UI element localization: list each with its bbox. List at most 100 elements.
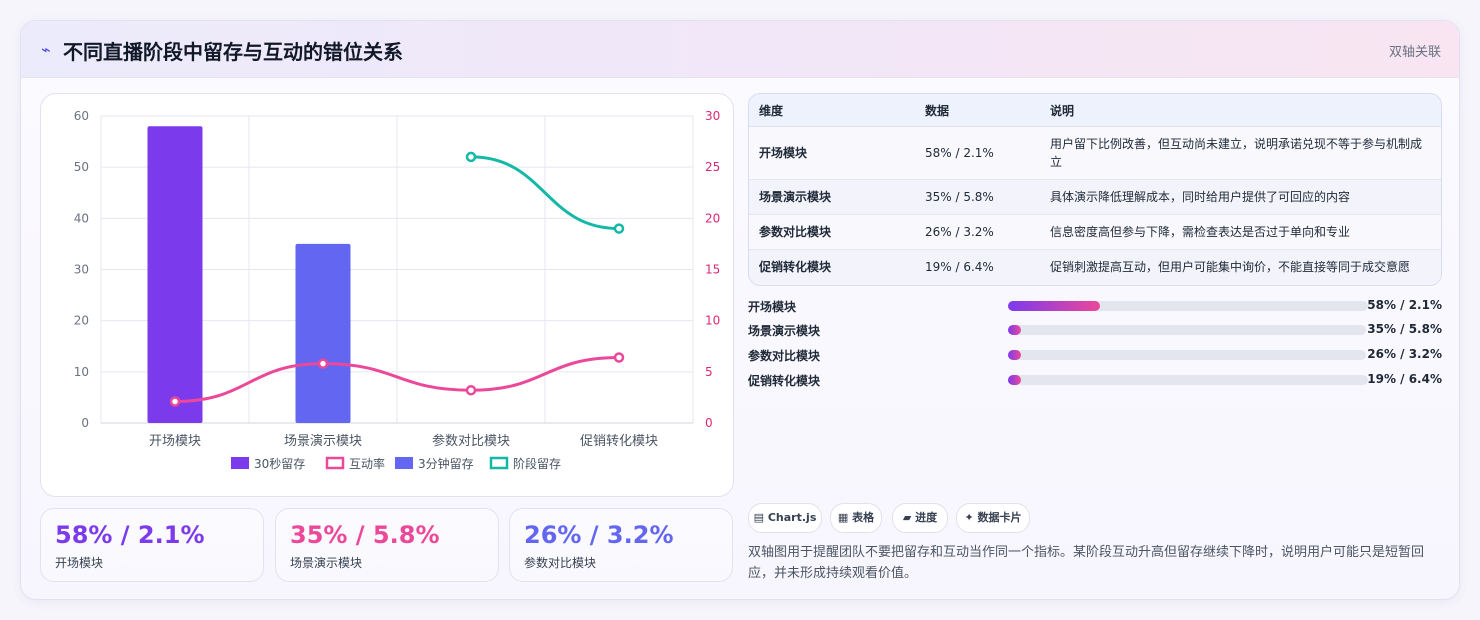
y-right-tick: 25 — [705, 160, 720, 174]
sparkle-icon: ✦ — [964, 511, 974, 524]
cell-desc: 信息密度高但参与下降，需检查表达是否过于单向和专业 — [1040, 214, 1441, 250]
progress-value: 35% / 5.8% — [1367, 322, 1442, 336]
line-阶段留存 — [470, 155, 620, 231]
column-header: 维度 — [749, 94, 915, 127]
trend-icon: ⌁ — [41, 40, 51, 59]
progress-track — [1008, 325, 1366, 335]
progress-value: 19% / 6.4% — [1367, 372, 1442, 386]
legend-label: 阶段留存 — [513, 456, 561, 471]
column-header: 数据 — [915, 94, 1040, 127]
point-阶段留存 — [465, 151, 477, 163]
legend-label: 互动率 — [349, 456, 385, 471]
stat-card-2: 35% / 5.8% 场景演示模块 — [275, 508, 499, 582]
y-left-tick: 50 — [74, 160, 89, 174]
progress-fill — [1008, 325, 1021, 335]
progress-label: 促销转化模块 — [748, 374, 821, 388]
progress-value: 26% / 3.2% — [1367, 347, 1442, 361]
y-right-tick: 5 — [705, 365, 713, 379]
y-right-tick: 30 — [705, 109, 720, 123]
stat-value: 35% / 5.8% — [290, 521, 440, 549]
card-title: 不同直播阶段中留存与互动的错位关系 — [63, 40, 403, 64]
table-header-row: 维度 数据 说明 — [749, 94, 1441, 127]
progress-fill — [1008, 301, 1100, 311]
point-互动率 — [317, 358, 329, 369]
y-left-tick: 10 — [74, 365, 89, 379]
x-tick-label: 场景演示模块 — [284, 433, 362, 449]
progress-label: 场景演示模块 — [748, 324, 821, 338]
cell-dim: 促销转化模块 — [749, 249, 915, 285]
chart-note: 双轴图用于提醒团队不要把留存和互动当作同一个指标。某阶段互动升高但留存继续下降时… — [748, 545, 1425, 581]
cell-dim: 场景演示模块 — [749, 179, 915, 215]
y-right-tick: 0 — [705, 416, 713, 430]
stat-label: 开场模块 — [55, 556, 104, 570]
progress-icon: ▰ — [902, 511, 912, 524]
cell-data: 35% / 5.8% — [915, 179, 1040, 215]
stat-card-3: 26% / 3.2% 参数对比模块 — [509, 508, 733, 582]
y-left-tick: 30 — [74, 263, 89, 277]
stat-label: 参数对比模块 — [524, 556, 597, 570]
progress-label: 开场模块 — [748, 300, 797, 314]
progress-label: 参数对比模块 — [748, 349, 821, 363]
point-互动率 — [465, 385, 477, 396]
stat-label: 场景演示模块 — [290, 556, 363, 570]
legend-swatch — [325, 456, 345, 470]
y-right-tick: 20 — [705, 211, 720, 225]
legend-swatch — [395, 457, 413, 469]
progress-row: 场景演示模块 35% / 5.8% — [748, 320, 1442, 340]
cell-dim: 开场模块 — [749, 126, 915, 180]
legend-label: 3分钟留存 — [418, 456, 474, 471]
x-tick-label: 参数对比模块 — [432, 433, 510, 449]
chart-icon: ▤ — [753, 511, 765, 524]
legend-swatch — [231, 457, 249, 469]
progress-row: 促销转化模块 19% / 6.4% — [748, 370, 1442, 390]
cell-dim: 参数对比模块 — [749, 214, 915, 250]
progress-fill — [1008, 375, 1021, 385]
table-row: 开场模块 58% / 2.1% 用户留下比例改善，但互动尚未建立，说明承诺兑现不… — [749, 126, 1441, 180]
cell-data: 26% / 3.2% — [915, 214, 1040, 250]
table-icon: ▦ — [837, 511, 849, 524]
chip-data-card[interactable]: ✦ 数据卡片 — [956, 503, 1030, 533]
stat-value: 58% / 2.1% — [55, 521, 205, 549]
dashboard-card: ⌁ 不同直播阶段中留存与互动的错位关系 双轴关联 0 10 20 30 40 50 60 0 5… — [20, 20, 1460, 600]
y-left-tick: 60 — [74, 109, 89, 123]
chip-label: 表格 — [852, 511, 875, 524]
card-header: ⌁ 不同直播阶段中留存与互动的错位关系 双轴关联 — [21, 21, 1459, 78]
cell-data: 19% / 6.4% — [915, 249, 1040, 285]
progress-track — [1008, 350, 1366, 360]
cell-desc: 用户留下比例改善，但互动尚未建立，说明承诺兑现不等于参与机制成立 — [1040, 126, 1441, 180]
line-互动率 — [174, 356, 620, 404]
progress-value: 58% / 2.1% — [1367, 298, 1442, 312]
chip-label: Chart.js — [767, 511, 817, 524]
stat-card-1: 58% / 2.1% 开场模块 — [40, 508, 264, 582]
stat-value: 26% / 3.2% — [524, 521, 674, 549]
table-row: 参数对比模块 26% / 3.2% 信息密度高但参与下降，需检查表达是否过于单向… — [749, 214, 1441, 250]
x-tick-label: 促销转化模块 — [580, 434, 658, 449]
chart-svg: 0 10 20 30 40 50 60 0 5 10 15 20 25 30 开场模块 场景演示模块 参数对比模… — [74, 109, 721, 471]
y-left-tick: 0 — [81, 416, 89, 430]
chip-progress[interactable]: ▰ 进度 — [892, 503, 948, 533]
progress-fill — [1008, 350, 1021, 360]
progress-row: 开场模块 58% / 2.1% — [748, 296, 1442, 316]
cell-desc: 促销刺激提高互动，但用户可能集中询价，不能直接等同于成交意愿 — [1040, 249, 1441, 285]
legend-swatch — [489, 456, 509, 470]
point-互动率 — [169, 396, 181, 407]
table-row: 场景演示模块 35% / 5.8% 具体演示降低理解成本，同时给用户提供了可回应… — [749, 179, 1441, 215]
chip-table[interactable]: ▦ 表格 — [830, 503, 882, 533]
dual-axis-chart: 0 10 20 30 40 50 60 0 5 10 15 20 25 30 开场模块 场景演示模块 参数对比模… — [40, 93, 734, 497]
progress-track — [1008, 301, 1368, 311]
cell-data: 58% / 2.1% — [915, 126, 1040, 180]
bar-3分钟留存 — [295, 243, 351, 423]
y-right-tick: 10 — [705, 314, 720, 328]
chip-chartjs[interactable]: ▤ Chart.js — [748, 503, 822, 533]
column-header: 说明 — [1040, 94, 1441, 127]
table-row: 促销转化模块 19% / 6.4% 促销刺激提高互动，但用户可能集中询价，不能直… — [749, 249, 1441, 285]
point-互动率 — [613, 352, 625, 363]
y-left-tick: 20 — [74, 314, 89, 328]
legend-label: 30秒留存 — [254, 457, 305, 471]
chip-label: 数据卡片 — [977, 511, 1022, 524]
x-tick-label: 开场模块 — [149, 434, 201, 449]
y-right-tick: 15 — [705, 263, 720, 277]
header-tag: 双轴关联 — [1388, 45, 1441, 60]
progress-row: 参数对比模块 26% / 3.2% — [748, 345, 1442, 365]
y-left-tick: 40 — [74, 211, 89, 225]
